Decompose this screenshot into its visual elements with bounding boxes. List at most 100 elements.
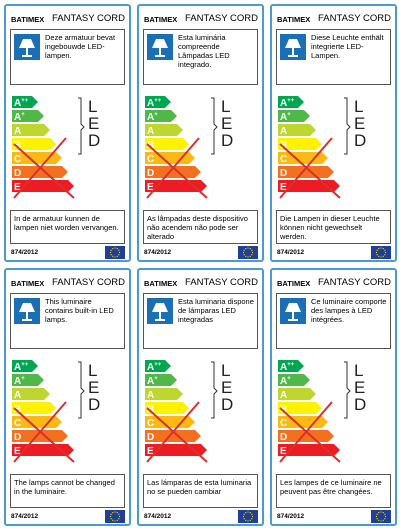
eu-flag: [371, 510, 391, 523]
class-letter-main: C: [147, 154, 154, 165]
class-bar: [12, 152, 62, 164]
info-box: Die Lampen in dieser Leuchte können nich…: [276, 210, 391, 244]
class-letter: C: [280, 154, 287, 165]
info-box: As lâmpadas deste dispositivo não acende…: [143, 210, 258, 244]
flag-star: [249, 248, 251, 250]
flag-star: [251, 515, 254, 518]
class-bar: [278, 402, 322, 414]
class-letter-main: E: [14, 182, 21, 193]
info-box: In de armatuur kunnen de lampen niet wor…: [10, 210, 125, 244]
class-letter-main: D: [147, 432, 154, 443]
flag-star: [243, 254, 245, 256]
class-bar: [12, 166, 68, 178]
class-bar: [278, 124, 316, 136]
class-letter: A+: [280, 112, 291, 123]
class-bar: [278, 152, 328, 164]
class-bar: [145, 138, 189, 150]
class-letter: B: [147, 404, 154, 415]
top-text: Ce luminaire comporte des lampes à LED i…: [311, 297, 387, 324]
class-letter: C: [14, 154, 21, 165]
lamp-icon: [147, 34, 173, 60]
class-letter-main: E: [280, 182, 287, 193]
class-letter: A++: [280, 98, 295, 109]
class-letter-sup: +: [287, 376, 291, 382]
flag-star: [378, 512, 380, 514]
class-bar: [145, 430, 201, 442]
class-letter-main: A: [280, 112, 287, 123]
flag-star: [378, 248, 380, 250]
class-bar: [12, 430, 68, 442]
flag-star: [243, 513, 245, 515]
info-box: This luminaire contains built-in LED lam…: [10, 293, 125, 349]
flag-bg: [238, 246, 258, 259]
class-letter-sup: +: [21, 376, 25, 382]
led-letter: L: [88, 361, 97, 380]
product-name: FANTASY CORD: [318, 13, 392, 24]
eu-flag: [105, 246, 125, 259]
class-letter-main: B: [280, 404, 287, 415]
led-letter: E: [221, 114, 232, 133]
flag-star: [247, 511, 249, 513]
class-letter-main: C: [280, 154, 287, 165]
brand: BATIMEX: [144, 15, 178, 24]
brand: BATIMEX: [11, 279, 45, 288]
lamp-glyph: [19, 39, 35, 57]
flag-star: [384, 515, 387, 518]
flag-star: [247, 247, 249, 249]
class-letter: E: [14, 182, 21, 193]
led-letter: L: [88, 97, 97, 116]
led-letter: E: [354, 114, 365, 133]
top-text: Esta luminaria dispone de lámparas LED i…: [178, 297, 254, 324]
regulation: 874/2012: [277, 513, 305, 520]
class-bar: [145, 166, 201, 178]
class-letter-main: E: [147, 446, 154, 457]
class-bar: [12, 416, 62, 428]
class-letter: A: [147, 390, 154, 401]
flag-star: [118, 251, 121, 254]
info-box: Esta luminária compreende Lâmpadas LED i…: [143, 29, 258, 85]
lamp-glyph: [285, 39, 301, 57]
class-letter: D: [14, 168, 21, 179]
flag-star: [382, 519, 384, 521]
energy-label: BATIMEX FANTASY CORD Diese Leuchte enthält…: [270, 4, 397, 262]
class-letter-sup: +: [287, 112, 291, 118]
class-letter-main: A: [147, 362, 154, 373]
class-letter-sup: ++: [287, 98, 295, 104]
product-name: FANTASY CORD: [185, 13, 259, 24]
flag-star: [380, 256, 382, 258]
info-box: The lamps cannot be changed in the lumin…: [10, 474, 125, 508]
class-letter: C: [147, 154, 154, 165]
energy-label: BATIMEX FANTASY CORD Ce luminaire comporte…: [270, 268, 397, 526]
class-bar: [12, 388, 50, 400]
flag-star: [109, 251, 112, 254]
class-letter-main: C: [147, 418, 154, 429]
info-box: Deze armatuur bevat ingebouwde LED-lampe…: [10, 29, 125, 85]
class-letter-sup: +: [154, 112, 158, 118]
class-letter-main: B: [14, 140, 21, 151]
class-letter: A+: [14, 112, 25, 123]
class-bar: [145, 416, 195, 428]
class-letter: D: [280, 168, 287, 179]
bracket: [78, 361, 85, 419]
flag-star: [118, 254, 120, 256]
flag-star: [384, 518, 386, 520]
flag-bg: [238, 510, 258, 523]
class-letter: B: [280, 404, 287, 415]
energy-label: BATIMEX FANTASY CORD Esta luminaria dispon…: [137, 268, 264, 526]
lamp-glyph: [285, 303, 301, 321]
led-letter: L: [221, 97, 230, 116]
class-letter-sup: ++: [21, 98, 29, 104]
lamp-glyph: [19, 303, 35, 321]
flag-star: [116, 255, 118, 257]
class-letter: E: [14, 446, 21, 457]
class-letter: A+: [280, 376, 291, 387]
cross: [146, 407, 208, 463]
class-letter-sup: ++: [154, 362, 162, 368]
flag-star: [242, 515, 245, 518]
flag-star: [249, 512, 251, 514]
class-letter: C: [280, 418, 287, 429]
class-letter-sup: +: [154, 376, 158, 382]
class-letter: E: [147, 182, 154, 193]
